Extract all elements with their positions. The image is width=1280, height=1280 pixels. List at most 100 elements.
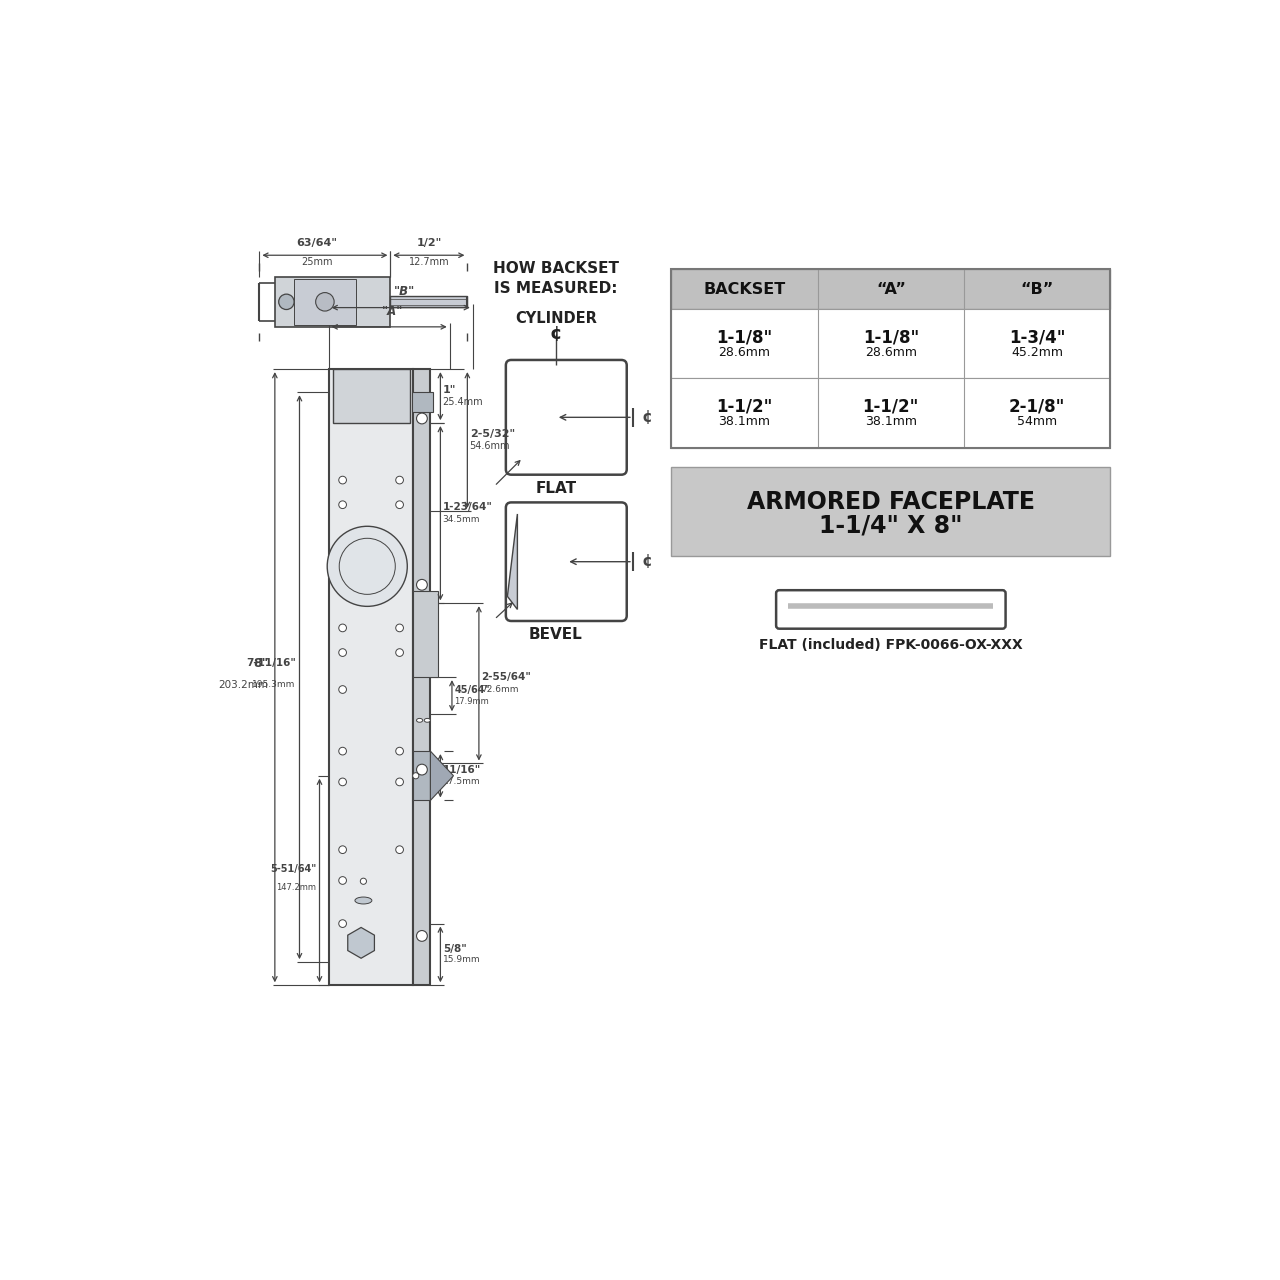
Ellipse shape [424,718,430,722]
Text: ARMORED FACEPLATE: ARMORED FACEPLATE [746,490,1034,515]
Text: 5-51/64": 5-51/64" [270,864,316,874]
Text: "B": "B" [394,285,415,298]
Text: 54.6mm: 54.6mm [470,442,511,451]
Text: 1-1/2": 1-1/2" [863,398,919,416]
Text: 1-1/8": 1-1/8" [717,329,773,347]
Circle shape [396,500,403,508]
Circle shape [396,748,403,755]
Text: BEVEL: BEVEL [529,627,582,643]
Text: CYLINDER: CYLINDER [515,311,596,326]
Ellipse shape [355,897,372,904]
Text: 2-5/32": 2-5/32" [470,429,515,439]
Text: ¢: ¢ [636,554,653,570]
FancyBboxPatch shape [506,360,627,475]
Circle shape [396,476,403,484]
FancyBboxPatch shape [506,503,627,621]
Circle shape [339,649,347,657]
Ellipse shape [416,718,422,722]
Bar [329,369,413,986]
Text: ¢: ¢ [549,325,562,343]
Text: BACKSET: BACKSET [704,282,786,297]
Text: 28.6mm: 28.6mm [718,346,771,358]
Text: 7-11/16": 7-11/16" [246,658,296,668]
Text: 34.5mm: 34.5mm [443,515,480,524]
Circle shape [339,778,347,786]
Circle shape [396,625,403,632]
Text: 195.3mm: 195.3mm [252,681,296,690]
Text: “A”: “A” [876,282,906,297]
Circle shape [416,764,428,774]
Circle shape [339,748,347,755]
Circle shape [416,413,428,424]
Text: 1-23/64": 1-23/64" [443,502,493,512]
Circle shape [279,294,294,310]
Text: 54mm: 54mm [1018,415,1057,428]
Text: 45.2mm: 45.2mm [1011,346,1064,358]
Text: ¢: ¢ [636,410,653,425]
Text: 1-1/4" X 8": 1-1/4" X 8" [819,513,963,538]
Circle shape [396,846,403,854]
Circle shape [396,649,403,657]
Text: FLAT: FLAT [535,481,576,495]
Polygon shape [507,515,517,609]
Circle shape [416,931,428,941]
Text: 63/64": 63/64" [297,238,338,247]
Circle shape [339,476,347,484]
Text: 2-1/8": 2-1/8" [1009,398,1065,416]
Text: 1": 1" [443,385,456,396]
Bar [294,279,356,325]
Text: 25mm: 25mm [302,257,333,266]
Text: 5/8": 5/8" [443,945,466,954]
Bar [333,369,410,424]
Text: 147.2mm: 147.2mm [276,883,316,892]
Text: 1-3/4": 1-3/4" [1009,329,1065,347]
Text: 1/2": 1/2" [416,238,442,247]
Bar [672,467,1110,556]
Text: FLAT (included) FPK-0066-OX-XXX: FLAT (included) FPK-0066-OX-XXX [759,637,1023,652]
Text: 203.2mm: 203.2mm [219,680,269,690]
Text: “B”: “B” [1020,282,1053,297]
Text: 15.9mm: 15.9mm [443,955,480,964]
Text: 1-1/8": 1-1/8" [863,329,919,347]
Circle shape [316,293,334,311]
Circle shape [339,877,347,884]
Text: 38.1mm: 38.1mm [865,415,916,428]
Text: 72.6mm: 72.6mm [481,685,518,694]
Bar [390,297,467,307]
Text: 12.7mm: 12.7mm [408,257,449,266]
Circle shape [339,920,347,928]
Bar [672,269,1110,448]
Text: 8": 8" [253,657,269,669]
Bar [672,269,1110,310]
Circle shape [361,878,366,884]
Text: 17.5mm: 17.5mm [443,777,480,786]
Circle shape [339,625,347,632]
FancyBboxPatch shape [776,590,1006,628]
Circle shape [416,580,428,590]
Bar [413,369,430,986]
Circle shape [412,773,419,778]
Circle shape [339,686,347,694]
Text: 11/16": 11/16" [443,765,481,776]
Bar [413,591,438,677]
Text: 45/64": 45/64" [454,685,490,695]
Bar [413,751,430,800]
Text: HOW BACKSET
IS MEASURED:: HOW BACKSET IS MEASURED: [493,261,620,296]
Polygon shape [430,751,453,800]
Text: 28.6mm: 28.6mm [865,346,916,358]
Text: 38.1mm: 38.1mm [718,415,771,428]
Circle shape [339,500,347,508]
Text: 1-1/2": 1-1/2" [717,398,773,416]
Text: 2-55/64": 2-55/64" [481,672,531,682]
Bar [672,379,1110,448]
Polygon shape [348,928,375,959]
Text: 25.4mm: 25.4mm [443,397,484,407]
Circle shape [396,778,403,786]
Bar [275,276,390,326]
Circle shape [339,846,347,854]
Text: 17.9mm: 17.9mm [454,696,489,705]
Circle shape [328,526,407,607]
Bar [412,392,433,412]
Bar [672,310,1110,379]
Text: "A": "A" [383,305,403,317]
